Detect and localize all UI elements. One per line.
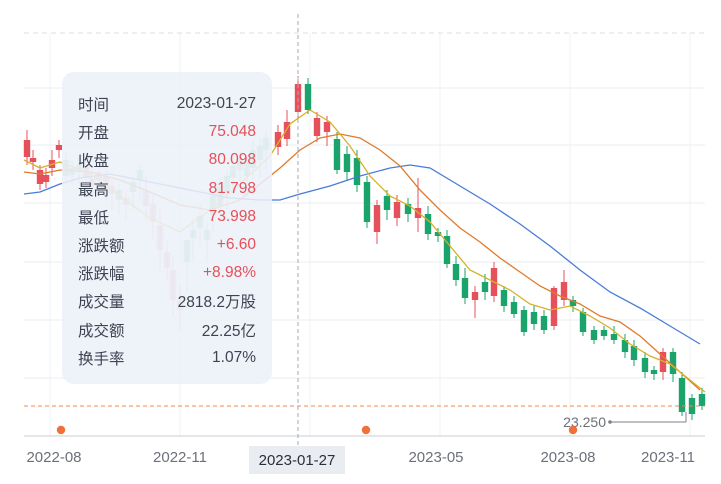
- x-tick-label: 2023-05: [408, 449, 463, 466]
- tooltip-label: 收盘: [78, 153, 110, 171]
- candle-body: [510, 302, 518, 314]
- crosshair-date-label: 2023-01-27: [249, 446, 345, 474]
- candle-body: [373, 205, 381, 232]
- tooltip-row-change: 涨跌额 +6.60: [78, 231, 256, 259]
- candle-body: [610, 334, 618, 340]
- candle-body: [590, 330, 598, 340]
- tooltip-row-change-pct: 涨跌幅 +8.98%: [78, 259, 256, 287]
- candle-body: [343, 154, 351, 172]
- tooltip-value: 22.25亿: [201, 322, 256, 340]
- candle-body: [304, 84, 312, 110]
- tooltip-label: 时间: [78, 97, 110, 115]
- candle-body: [579, 312, 587, 332]
- candle-body: [404, 204, 412, 214]
- tooltip-label: 开盘: [78, 125, 110, 143]
- candle-body: [383, 196, 391, 210]
- candle-body: [443, 236, 451, 264]
- candle-body: [274, 132, 282, 147]
- candle-body: [669, 352, 677, 374]
- tooltip-value: 81.798: [208, 179, 256, 197]
- candle-body: [678, 378, 686, 412]
- candle-body: [471, 292, 479, 300]
- tooltip-value: 73.998: [208, 207, 256, 225]
- candle-body: [560, 282, 568, 300]
- tooltip-label: 涨跌幅: [78, 266, 125, 284]
- candle-body: [540, 316, 548, 330]
- candle-body: [698, 394, 706, 406]
- event-dot: [568, 425, 578, 435]
- candle-body: [650, 370, 658, 374]
- tooltip-row-low: 最低 73.998: [78, 203, 256, 231]
- candle-body: [283, 122, 291, 139]
- candle-body: [42, 175, 50, 182]
- candle-body: [569, 300, 577, 306]
- tooltip-label: 最高: [78, 181, 110, 199]
- candle-body: [621, 340, 629, 352]
- tooltip-panel: 时间 2023-01-27 开盘 75.048 收盘 80.098 最高 81.…: [62, 72, 272, 384]
- candle-body: [29, 158, 37, 162]
- tooltip-value: 2818.2万股: [177, 294, 256, 312]
- x-tick-label: 2023-08: [540, 449, 595, 466]
- candle-body: [500, 290, 508, 306]
- candle-body: [424, 214, 432, 234]
- tooltip-label: 涨跌额: [78, 238, 125, 256]
- candle-body: [641, 358, 649, 372]
- candle-body: [452, 264, 460, 280]
- candle-body: [323, 122, 331, 132]
- tooltip-row-turnover: 换手率 1.07%: [78, 344, 256, 372]
- tooltip-label: 成交额: [78, 322, 125, 340]
- candle-body: [363, 182, 371, 222]
- candle-body: [530, 312, 538, 324]
- tooltip-row-volume: 成交量 2818.2万股: [78, 287, 256, 315]
- candle-body: [481, 282, 489, 292]
- candle-body: [23, 140, 31, 157]
- x-tick-label: 2022-08: [26, 449, 81, 466]
- tooltip-row-open: 开盘 75.048: [78, 118, 256, 146]
- candle-body: [333, 139, 341, 170]
- tooltip-value: 75.048: [208, 123, 256, 141]
- candle-body: [630, 346, 638, 360]
- candle-body: [55, 145, 63, 150]
- candle-body: [461, 278, 469, 298]
- tooltip-row-high: 最高 81.798: [78, 175, 256, 203]
- tooltip-label: 成交量: [78, 294, 125, 312]
- tooltip-value: 80.098: [208, 151, 256, 169]
- event-dot: [56, 425, 66, 435]
- x-tick-label: 2022-11: [153, 449, 207, 466]
- candle-body: [36, 170, 44, 184]
- tooltip-row-close: 收盘 80.098: [78, 146, 256, 174]
- candle-body: [600, 330, 608, 336]
- candle-body: [550, 288, 558, 326]
- candle-body: [353, 158, 361, 185]
- candle-body: [313, 118, 321, 136]
- candle-body: [434, 232, 442, 236]
- low-marker-dot: [608, 420, 612, 424]
- event-dot: [361, 425, 371, 435]
- candle-body: [659, 352, 667, 372]
- tooltip-row-time: 时间 2023-01-27: [78, 90, 256, 118]
- x-tick-label: 2023-11: [641, 449, 695, 466]
- tooltip-row-amount: 成交额 22.25亿: [78, 316, 256, 344]
- tooltip-value: +6.60: [216, 236, 256, 254]
- tooltip-value: 2023-01-27: [176, 95, 256, 113]
- tooltip-value: +8.98%: [202, 264, 256, 282]
- candle-body: [393, 202, 401, 218]
- tooltip-label: 换手率: [78, 350, 125, 368]
- candle-body: [520, 310, 528, 332]
- tooltip-label: 最低: [78, 209, 110, 227]
- tooltip-value: 1.07%: [212, 348, 256, 366]
